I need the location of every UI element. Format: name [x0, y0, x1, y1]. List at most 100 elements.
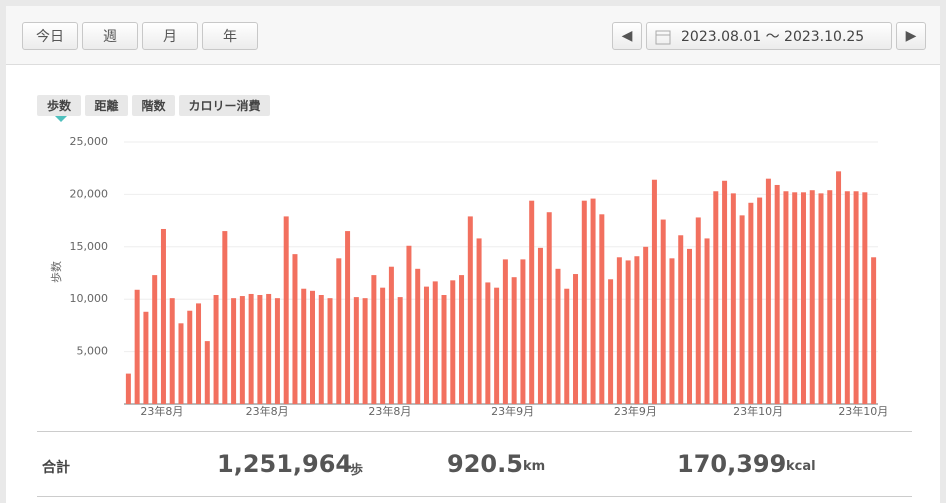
x-tick-label: 23年10月 [733, 404, 783, 418]
bar [774, 184, 780, 404]
bar [800, 192, 806, 404]
toolbar: 今日 週 月 年 ◀ 2023.08.01 ～ 2023.10.25 ▶ [6, 6, 940, 65]
bar [625, 260, 631, 404]
bar [643, 246, 649, 404]
y-tick-label: 25,000 [70, 135, 109, 148]
bar [853, 191, 859, 404]
bar [169, 298, 175, 404]
bar [231, 298, 237, 404]
bar [196, 303, 202, 404]
bar [467, 216, 473, 404]
bar [704, 238, 710, 404]
bar [292, 254, 298, 404]
bar [327, 298, 333, 404]
x-tick-label: 23年8月 [246, 404, 289, 418]
bar [748, 202, 754, 404]
y-tick-label: 10,000 [70, 292, 109, 305]
y-tick-label: 5,000 [77, 345, 109, 358]
bar [757, 197, 763, 404]
bar [353, 297, 359, 404]
period-button[interactable]: 今日 [22, 22, 78, 50]
bar [266, 293, 272, 404]
period-button[interactable]: 週 [82, 22, 138, 50]
bar [783, 191, 789, 404]
bar [459, 275, 465, 404]
bar [651, 179, 657, 404]
bar [301, 288, 307, 404]
bar [573, 274, 579, 404]
bar [125, 373, 131, 404]
date-range[interactable]: 2023.08.01 ～ 2023.10.25 [646, 22, 892, 50]
x-tick-label: 23年8月 [368, 404, 411, 418]
bar [388, 266, 394, 404]
bar [248, 293, 254, 404]
bar [862, 192, 868, 404]
bar [520, 259, 526, 404]
bar [397, 297, 403, 404]
x-tick-label: 23年8月 [140, 404, 183, 418]
bar [739, 215, 745, 404]
bar [257, 295, 263, 404]
bar [713, 191, 719, 404]
bar [494, 287, 500, 404]
bar [730, 193, 736, 404]
bar [485, 282, 491, 404]
bar [792, 192, 798, 404]
summary-value: 170,399 [677, 450, 787, 478]
tab[interactable]: 距離 [85, 95, 128, 116]
summary-unit: km [523, 459, 546, 474]
bar [590, 198, 596, 404]
tab[interactable]: 歩数 [37, 95, 81, 116]
bar [160, 228, 166, 404]
chart: 歩数 5,000 10,000 15,000 20,000 25,000 23年8月 23年… [49, 135, 888, 418]
bar [844, 191, 850, 404]
bar [362, 298, 368, 404]
bar [432, 281, 438, 404]
bar [441, 295, 447, 404]
bar [380, 287, 386, 404]
y-axis-label: 歩数 [49, 261, 63, 283]
bar [827, 190, 833, 404]
x-tick-label: 23年9月 [614, 404, 657, 418]
summary-unit: 歩 [350, 463, 364, 478]
y-tick-label: 15,000 [70, 240, 109, 253]
bar [669, 258, 675, 404]
bar [336, 258, 342, 404]
summary-value: 920.5 [447, 450, 523, 478]
bar [187, 310, 193, 404]
tab[interactable]: 階数 [132, 95, 175, 116]
summary-unit: kcal [786, 459, 816, 474]
calendar-icon [655, 30, 671, 45]
bar [143, 311, 149, 404]
bar [423, 286, 429, 404]
x-tick-label: 23年9月 [491, 404, 534, 418]
divider [37, 496, 912, 497]
bar [310, 290, 315, 404]
bar [345, 231, 351, 404]
x-tick-label: 23年10月 [838, 404, 888, 418]
bar [722, 180, 728, 404]
bar [152, 275, 158, 404]
tab-pointer [55, 116, 67, 122]
bar [283, 216, 289, 404]
bar [406, 245, 412, 404]
bar [476, 238, 482, 404]
bar [564, 288, 570, 404]
summary-label: 合計 [42, 460, 70, 476]
divider [37, 431, 912, 432]
period-button[interactable]: 月 [142, 22, 198, 50]
bar [178, 323, 184, 404]
y-tick-label: 20,000 [70, 187, 109, 200]
bar [818, 193, 824, 404]
bar [134, 289, 140, 404]
bar [599, 214, 605, 404]
period-button[interactable]: 年 [202, 22, 258, 50]
bar [660, 219, 666, 404]
bar [871, 257, 877, 404]
summary-value: 1,251,964 [217, 450, 353, 478]
tab[interactable]: カロリー消費 [179, 95, 270, 116]
prev-button[interactable]: ◀ [612, 22, 642, 50]
next-button[interactable]: ▶ [896, 22, 926, 50]
bar [555, 268, 561, 404]
